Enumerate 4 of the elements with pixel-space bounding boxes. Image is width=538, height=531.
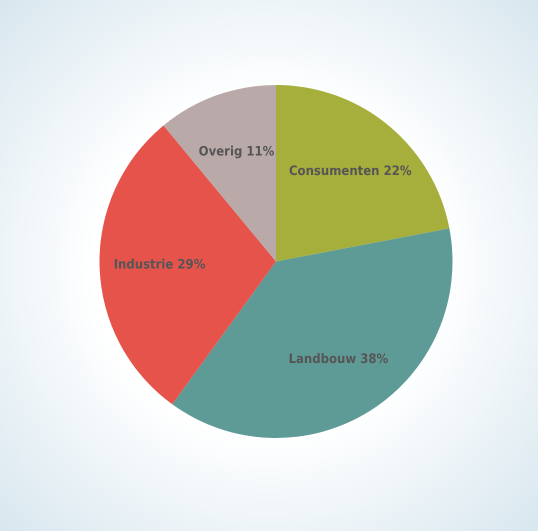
slice-label: Landbouw 38% bbox=[288, 352, 389, 368]
slice-label: Overig 11% bbox=[198, 144, 275, 160]
slice-label: Industrie 29% bbox=[114, 258, 206, 273]
slice-label: Consumenten 22% bbox=[288, 164, 412, 180]
